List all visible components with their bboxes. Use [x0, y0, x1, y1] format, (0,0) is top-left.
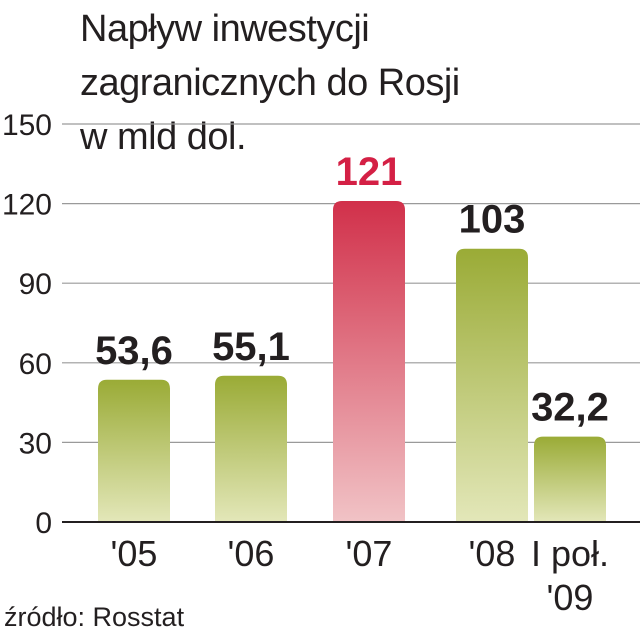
x-tick-label-3: '08 [469, 533, 516, 574]
x-axis-ticks: '05 '06 '07 '08 I poł. '09 [111, 533, 609, 618]
value-labels: 53,6 55,1 121 103 32,2 [95, 150, 609, 430]
chart-title: Napływ inwestycji zagranicznych do Rosji… [80, 8, 460, 158]
source-note: źródło: Rosstat [4, 602, 185, 632]
y-tick-label-30: 30 [19, 427, 52, 460]
bar-1 [215, 375, 287, 522]
x-tick-label-1: '06 [228, 533, 275, 574]
x-tick-label-0: '05 [111, 533, 158, 574]
value-label-4: 32,2 [531, 386, 609, 430]
bar-3 [456, 248, 528, 522]
bars [98, 200, 606, 523]
y-tick-label-0: 0 [35, 507, 52, 540]
value-label-1: 55,1 [212, 325, 290, 369]
bar-4 [534, 436, 606, 522]
y-axis-ticks: 0 30 60 90 120 150 [2, 109, 52, 540]
y-tick-label-150: 150 [2, 109, 52, 142]
y-tick-label-90: 90 [19, 268, 52, 301]
x-tick-label-2: '07 [346, 533, 393, 574]
value-label-0: 53,6 [95, 329, 173, 373]
x-tick-label-4: I poł. '09 [531, 533, 609, 618]
y-tick-label-120: 120 [2, 189, 52, 222]
value-label-3: 103 [459, 198, 526, 242]
bar-2 [333, 200, 405, 523]
bar-0 [98, 379, 170, 522]
value-label-2: 121 [336, 150, 403, 194]
y-tick-label-60: 60 [19, 348, 52, 381]
